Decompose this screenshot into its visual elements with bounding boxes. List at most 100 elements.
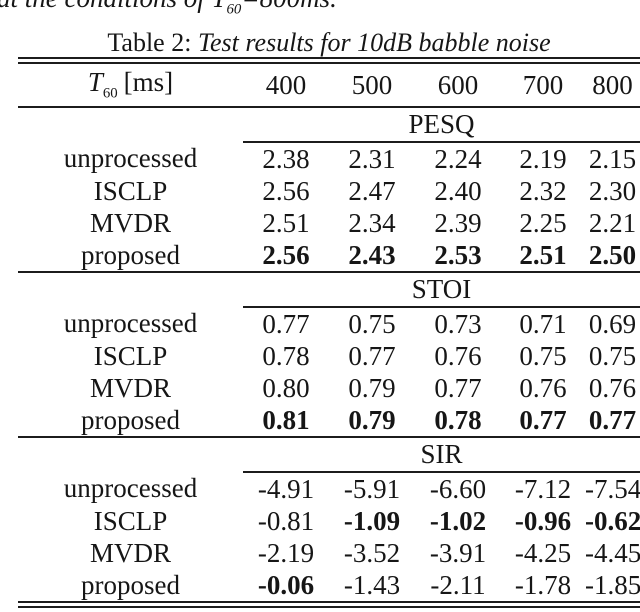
cell: 0.80: [262, 372, 310, 403]
cell: -5.91: [343, 473, 401, 504]
col-header-800: 800: [585, 64, 640, 108]
table-row: proposed 2.56 2.43 2.53 2.51 2.50: [18, 239, 640, 273]
table-row: MVDR 2.51 2.34 2.39 2.25 2.21: [18, 207, 640, 239]
cell: -0.96: [514, 505, 572, 536]
results-table: T60 [ms] 400 500 600 700 800 PESQ unproce…: [18, 64, 640, 601]
cell: 0.69: [588, 308, 637, 339]
table-caption: Table 2: Test results for 10dB babble no…: [18, 28, 640, 58]
cell: -0.06: [257, 569, 315, 600]
cell: -3.52: [343, 537, 401, 568]
table-row: unprocessed 0.77 0.75 0.73 0.71 0.69: [18, 307, 640, 340]
row-label: ISCLP: [93, 505, 168, 536]
section-header-sir: SIR: [18, 437, 640, 473]
cell: -1.43: [343, 569, 401, 600]
cell: 0.77: [262, 308, 310, 339]
section-title: SIR: [243, 437, 640, 473]
cell: -7.12: [514, 473, 572, 504]
t60-subscript: 60: [102, 85, 118, 102]
body-text-fragment: at the conditions of T60=800ms.: [0, 0, 337, 18]
cell: 0.78: [415, 404, 501, 438]
top-double-rule: [18, 57, 640, 64]
cell: 2.43: [329, 239, 415, 273]
cell: 2.38: [262, 143, 310, 174]
row-label: unprocessed: [63, 473, 198, 503]
row-label: proposed: [18, 404, 243, 438]
cell: 0.75: [588, 340, 637, 371]
t60-symbol: T: [87, 67, 103, 98]
cell: 2.47: [348, 175, 396, 206]
cell: -7.54: [585, 473, 640, 504]
section-header-pesq: PESQ: [18, 107, 640, 143]
cell: 0.78: [262, 340, 310, 371]
section-title: PESQ: [243, 107, 640, 143]
section-spacer: [18, 107, 243, 142]
row-label: unprocessed: [63, 143, 198, 173]
table-row: ISCLP 2.56 2.47 2.40 2.32 2.30: [18, 175, 640, 207]
cell: 2.39: [434, 207, 482, 238]
table-caption-label: Table 2:: [107, 28, 198, 57]
table-row: MVDR -2.19 -3.52 -3.91 -4.25 -4.45: [18, 537, 640, 569]
table-row: MVDR 0.80 0.79 0.77 0.76 0.76: [18, 372, 640, 404]
cell: -1.09: [343, 505, 401, 536]
cell: 2.56: [243, 239, 329, 273]
cell: 2.19: [519, 143, 567, 174]
cell: 2.31: [348, 143, 396, 174]
section-header-stoi: STOI: [18, 272, 640, 308]
cell: 2.24: [434, 143, 482, 174]
cell: 2.40: [434, 175, 482, 206]
row-label: MVDR: [89, 537, 171, 568]
row-label: proposed: [81, 569, 180, 600]
table-header-row: T60 [ms] 400 500 600 700 800: [18, 64, 640, 108]
cell: -3.91: [429, 537, 487, 568]
cell: 0.77: [348, 340, 396, 371]
row-label: MVDR: [89, 207, 171, 238]
cell: 2.25: [519, 207, 567, 238]
cell: -4.91: [257, 473, 315, 504]
cell: 0.76: [519, 372, 567, 403]
cell: 0.79: [348, 372, 396, 403]
cell: -1.85: [585, 569, 640, 600]
cell: 0.73: [434, 308, 482, 339]
cell: 2.50: [585, 239, 640, 273]
cell: 2.34: [348, 207, 396, 238]
cell: 0.76: [588, 372, 637, 403]
cell: 2.15: [588, 143, 637, 174]
table-caption-title: Test results for 10dB babble noise: [197, 28, 551, 57]
table-row: unprocessed 2.38 2.31 2.24 2.19 2.15: [18, 142, 640, 175]
cell: -0.62: [585, 505, 640, 536]
cell: 0.76: [434, 340, 482, 371]
row-label: MVDR: [89, 372, 171, 403]
cell: -2.19: [257, 537, 315, 568]
cell: -4.25: [514, 537, 572, 568]
cell: -0.81: [257, 505, 315, 536]
cell: 2.56: [262, 175, 310, 206]
cell: 2.53: [415, 239, 501, 273]
cell: 0.77: [585, 404, 640, 438]
cell: -1.02: [429, 505, 487, 536]
col-header-700: 700: [501, 64, 585, 108]
section-spacer: [18, 272, 243, 307]
cell: 0.75: [519, 340, 567, 371]
cell: 2.51: [501, 239, 585, 273]
row-label: ISCLP: [93, 340, 168, 371]
table-row: ISCLP -0.81 -1.09 -1.02 -0.96 -0.62: [18, 505, 640, 537]
cell: -6.60: [429, 473, 487, 504]
col-header-500: 500: [329, 64, 415, 108]
cell: -4.45: [585, 537, 640, 568]
col-header-400: 400: [243, 64, 329, 108]
bottom-double-rule: [18, 601, 640, 608]
t60-subscript: 60: [226, 1, 242, 18]
cell: -2.11: [430, 569, 486, 600]
cell: 2.21: [588, 207, 637, 238]
cell: 2.32: [519, 175, 567, 206]
cell: 0.77: [434, 372, 482, 403]
row-label: proposed: [18, 239, 243, 273]
t60-unit: [ms]: [123, 67, 174, 98]
table-row: ISCLP 0.78 0.77 0.76 0.75 0.75: [18, 340, 640, 372]
cell: 0.71: [519, 308, 567, 339]
cell: 0.79: [329, 404, 415, 438]
cell: 2.51: [262, 207, 310, 238]
cell: 0.81: [243, 404, 329, 438]
cell: -1.78: [514, 569, 572, 600]
body-text-pre: at the conditions of T: [0, 0, 227, 13]
